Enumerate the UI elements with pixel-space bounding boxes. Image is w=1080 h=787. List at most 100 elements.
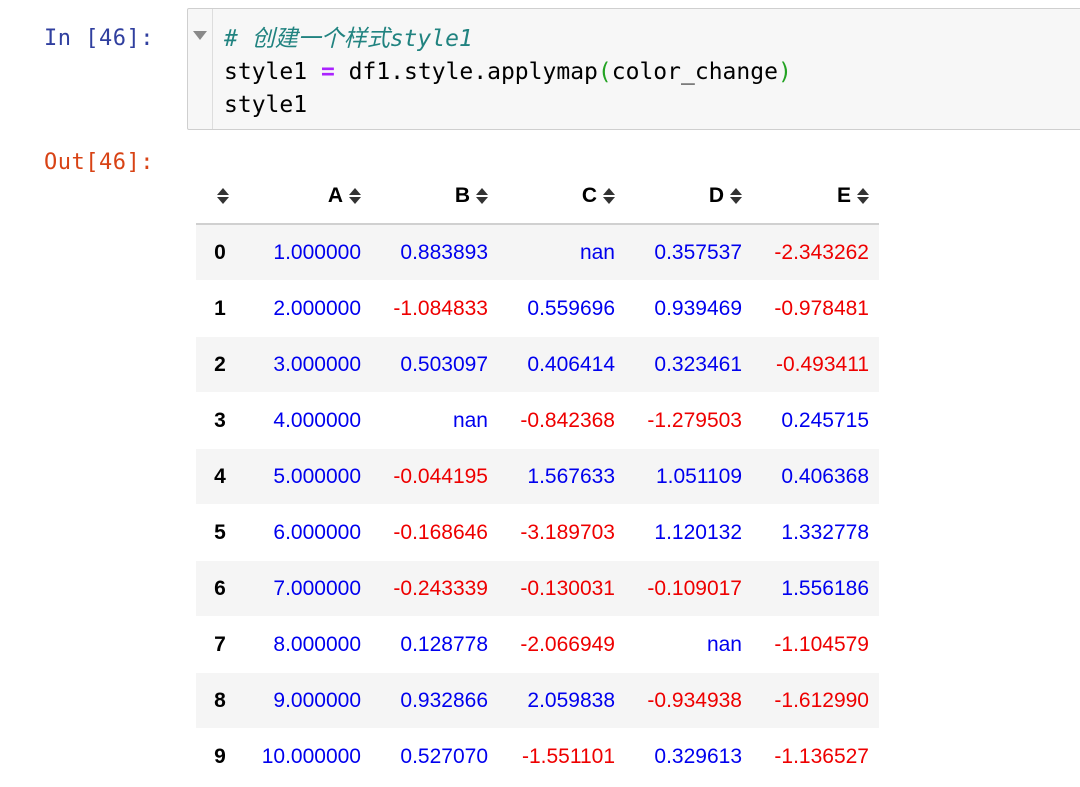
table-cell: -2.343262	[774, 240, 869, 264]
table-cell: 0.503097	[400, 352, 488, 376]
output-prompt: Out[46]:	[44, 150, 154, 175]
row-index: 5	[214, 520, 226, 544]
table-row: 0 1.000000 0.883893 nan 0.357537 -2.343262	[196, 224, 879, 281]
code-operator: =	[320, 59, 335, 85]
table-row: 2 3.000000 0.503097 0.406414 0.323461 -0.4934…	[196, 336, 879, 393]
code-token: df1.style.applymap	[334, 59, 598, 85]
row-index: 8	[214, 688, 226, 712]
table-cell: -0.130031	[520, 576, 615, 600]
code-line-3: style1	[224, 92, 308, 118]
table-row: 5 6.000000 -0.168646 -3.189703 1.120132 1.332…	[196, 504, 879, 561]
row-index: 9	[214, 744, 226, 768]
table-cell: 6.000000	[273, 520, 361, 544]
table-cell: nan	[579, 240, 615, 264]
table-row: 9 10.000000 0.527070 -1.551101 0.329613 -1.13…	[196, 728, 879, 785]
table-cell: 0.406368	[781, 464, 869, 488]
table-cell: -0.842368	[520, 408, 615, 432]
table-cell: 5.000000	[273, 464, 361, 488]
sort-arrows-icon[interactable]	[857, 187, 869, 204]
table-cell: 8.000000	[273, 632, 361, 656]
table-cell: nan	[706, 632, 742, 656]
table-cell: 0.406414	[527, 352, 615, 376]
code-paren: (	[597, 59, 612, 85]
column-header-b[interactable]: B	[371, 168, 498, 225]
code-line-2: style1 = df1.style.applymap(color_change…	[224, 59, 792, 85]
table-cell: -2.066949	[520, 632, 615, 656]
table-cell: 1.556186	[781, 576, 869, 600]
column-header-d[interactable]: D	[625, 168, 752, 225]
table-cell: 1.120132	[654, 520, 742, 544]
table-cell: 0.329613	[654, 744, 742, 768]
row-index: 7	[214, 632, 226, 656]
table-cell: 0.128778	[400, 632, 488, 656]
table-row: 6 7.000000 -0.243339 -0.130031 -0.109017 1.55…	[196, 560, 879, 617]
table-row: 7 8.000000 0.128778 -2.066949 nan -1.104579	[196, 616, 879, 673]
table-cell: 0.559696	[527, 296, 615, 320]
table-cell: -1.136527	[774, 744, 869, 768]
column-header-a[interactable]: A	[244, 168, 371, 225]
index-header[interactable]	[196, 168, 244, 225]
table-cell: 1.567633	[527, 464, 615, 488]
column-header-label: D	[708, 183, 724, 207]
column-header-c[interactable]: C	[498, 168, 625, 225]
table-cell: 0.527070	[400, 744, 488, 768]
sort-arrows-icon[interactable]	[349, 187, 361, 204]
table-cell: -0.109017	[647, 576, 742, 600]
table-cell: -0.168646	[393, 520, 488, 544]
table-cell: -0.978481	[774, 296, 869, 320]
table-cell: 9.000000	[273, 688, 361, 712]
table-cell: 0.883893	[400, 240, 488, 264]
table-cell: -1.104579	[774, 632, 869, 656]
table-cell: 0.932866	[400, 688, 488, 712]
table-cell: -0.243339	[393, 576, 488, 600]
table-cell: 3.000000	[273, 352, 361, 376]
table-cell: 0.357537	[654, 240, 742, 264]
table-cell: 1.000000	[273, 240, 361, 264]
column-header-label: E	[836, 183, 851, 207]
fold-arrow-icon[interactable]	[193, 31, 207, 40]
table-cell: -1.084833	[393, 296, 488, 320]
code-editor[interactable]: # 创建一个样式style1 style1 = df1.style.applym…	[187, 8, 1080, 130]
dataframe-table: A B C D E 0 1.000000 0.883893 nan 0.357537 -2.343…	[196, 168, 879, 785]
table-cell: 2.000000	[273, 296, 361, 320]
table-cell: 0.939469	[654, 296, 742, 320]
table-cell: 1.051109	[655, 464, 742, 488]
table-cell: -1.279503	[647, 408, 742, 432]
row-index: 6	[214, 576, 226, 600]
table-cell: 2.059838	[527, 688, 615, 712]
sort-arrows-icon[interactable]	[217, 187, 229, 204]
sort-arrows-icon[interactable]	[730, 187, 742, 204]
editor-gutter	[188, 9, 213, 129]
row-index: 2	[214, 352, 226, 376]
column-header-label: C	[581, 183, 597, 207]
column-header-e[interactable]: E	[752, 168, 879, 225]
row-index: 0	[214, 240, 226, 264]
table-cell: 4.000000	[273, 408, 361, 432]
code-paren: )	[777, 59, 792, 85]
table-body: 0 1.000000 0.883893 nan 0.357537 -2.343262 1 2.…	[196, 224, 879, 785]
sort-arrows-icon[interactable]	[603, 187, 615, 204]
column-header-label: B	[454, 183, 470, 207]
code-token: color_change	[611, 59, 778, 85]
row-index: 1	[214, 296, 226, 320]
row-index: 3	[214, 408, 226, 432]
table-row: 8 9.000000 0.932866 2.059838 -0.934938 -1.612…	[196, 672, 879, 729]
input-prompt: In [46]:	[44, 26, 154, 51]
code-comment: # 创建一个样式style1	[224, 26, 473, 52]
table-cell: 0.245715	[781, 408, 869, 432]
table-cell: 1.332778	[781, 520, 869, 544]
row-index: 4	[214, 464, 226, 488]
code-text[interactable]: # 创建一个样式style1 style1 = df1.style.applym…	[224, 23, 792, 122]
table-cell: -0.934938	[647, 688, 742, 712]
table-cell: -0.044195	[393, 464, 488, 488]
table-cell: -1.612990	[774, 688, 869, 712]
table-cell: 10.000000	[261, 744, 361, 768]
table-row: 4 5.000000 -0.044195 1.567633 1.051109 0.4063…	[196, 448, 879, 505]
table-cell: -1.551101	[521, 744, 615, 768]
table-cell: 0.323461	[654, 352, 742, 376]
code-token: style1	[224, 59, 321, 85]
sort-arrows-icon[interactable]	[476, 187, 488, 204]
table-header-row: A B C D E	[196, 168, 879, 225]
table-row: 3 4.000000 nan -0.842368 -1.279503 0.245715	[196, 392, 879, 449]
